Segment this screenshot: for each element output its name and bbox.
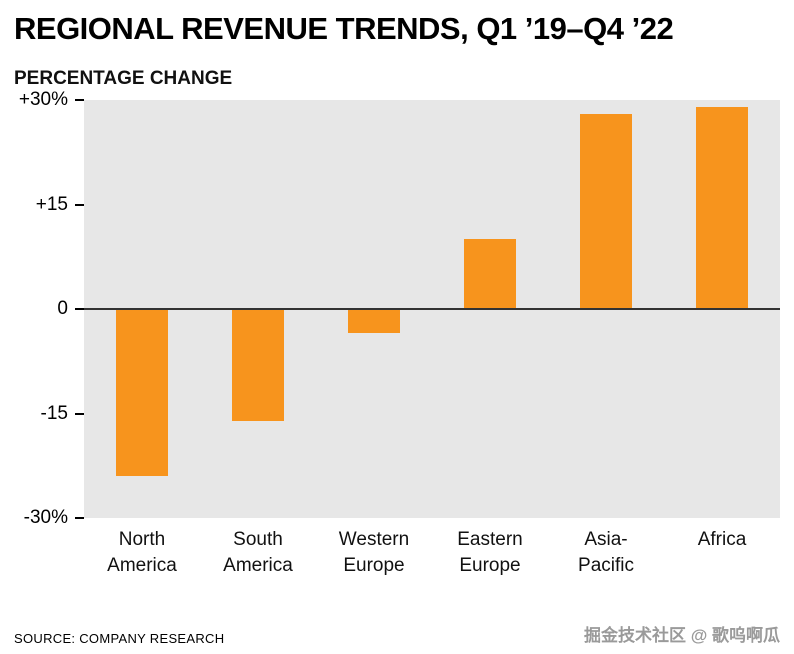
y-tick: +15	[36, 194, 84, 216]
plot-area	[84, 100, 780, 519]
tick-mark	[75, 203, 84, 206]
bar-column	[432, 100, 548, 518]
bar-column	[664, 100, 780, 518]
x-axis-label: Asia- Pacific	[578, 529, 634, 576]
x-axis-label: Eastern Europe	[457, 529, 523, 576]
bar-column	[548, 100, 664, 518]
y-axis: +30% +15 0 -15 -30%	[0, 89, 84, 528]
y-tick: +30%	[19, 89, 84, 111]
y-tick-label: 0	[57, 298, 68, 320]
x-axis-label: Africa	[697, 529, 747, 551]
bars-layer	[84, 100, 780, 518]
bar-column	[316, 100, 432, 518]
x-axis-label: Western Europe	[338, 529, 410, 576]
y-tick: -15	[41, 403, 84, 425]
y-tick-label: +15	[35, 193, 68, 215]
y-tick-label: -30%	[23, 507, 68, 529]
bar	[696, 107, 748, 310]
y-tick: -30%	[24, 507, 84, 529]
y-tick: 0	[57, 298, 84, 320]
x-axis-label: South America	[223, 529, 293, 576]
bar	[232, 309, 284, 421]
bar	[116, 309, 168, 477]
source-note: SOURCE: COMPANY RESEARCH	[14, 631, 225, 646]
bar-column	[200, 100, 316, 518]
tick-mark	[75, 308, 84, 311]
y-tick-label: -15	[40, 402, 68, 424]
y-tick-label: +30%	[18, 89, 68, 111]
x-axis-label: North America	[107, 529, 177, 576]
bar	[580, 114, 632, 310]
x-axis-labels: North America South America Western Europe…	[84, 527, 780, 578]
bar-chart: +30% +15 0 -15 -30%	[0, 89, 780, 528]
tick-mark	[75, 99, 84, 102]
bar	[348, 309, 400, 334]
chart-subtitle: PERCENTAGE CHANGE	[14, 68, 233, 90]
tick-mark	[75, 517, 84, 520]
bar	[464, 239, 516, 310]
watermark: 掘金技术社区 @ 歌呜啊瓜	[583, 626, 780, 645]
footer: SOURCE: COMPANY RESEARCH 掘金技术社区 @ 歌呜啊瓜	[14, 621, 780, 646]
bar-column	[84, 100, 200, 518]
zero-baseline	[84, 308, 780, 311]
chart-title: REGIONAL REVENUE TRENDS, Q1 ’19–Q4 ’22	[14, 11, 674, 46]
tick-mark	[75, 412, 84, 415]
